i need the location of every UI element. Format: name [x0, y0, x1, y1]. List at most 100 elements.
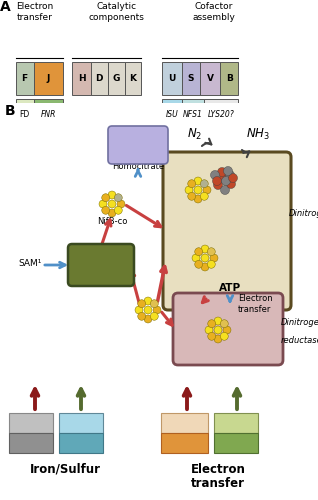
Text: Isu: Isu	[74, 418, 87, 428]
Circle shape	[200, 192, 208, 200]
Circle shape	[188, 192, 196, 200]
FancyBboxPatch shape	[34, 62, 63, 94]
Text: A: A	[0, 0, 11, 14]
Circle shape	[218, 168, 226, 176]
Circle shape	[201, 254, 209, 262]
FancyBboxPatch shape	[125, 62, 141, 94]
Circle shape	[203, 186, 211, 194]
Text: NifS: NifS	[22, 438, 40, 448]
Circle shape	[144, 315, 152, 323]
Circle shape	[194, 195, 202, 203]
Circle shape	[201, 245, 209, 253]
Circle shape	[207, 260, 215, 268]
Circle shape	[150, 300, 158, 308]
Text: SAM¹: SAM¹	[18, 260, 41, 268]
FancyBboxPatch shape	[162, 62, 182, 94]
FancyBboxPatch shape	[161, 433, 208, 453]
Circle shape	[207, 248, 215, 256]
FancyBboxPatch shape	[200, 62, 220, 94]
Text: FD: FD	[230, 418, 242, 428]
Circle shape	[185, 186, 193, 194]
Text: NifF: NifF	[176, 418, 193, 428]
Text: FNR: FNR	[41, 110, 56, 119]
Circle shape	[138, 312, 146, 320]
Text: NFS1: NFS1	[183, 110, 203, 119]
FancyBboxPatch shape	[59, 433, 103, 453]
FancyBboxPatch shape	[182, 62, 200, 94]
FancyBboxPatch shape	[161, 413, 208, 433]
Circle shape	[188, 180, 196, 188]
FancyBboxPatch shape	[16, 98, 34, 130]
FancyBboxPatch shape	[182, 98, 204, 130]
FancyBboxPatch shape	[72, 62, 91, 94]
Circle shape	[108, 200, 116, 208]
Circle shape	[214, 326, 222, 334]
Text: reductase: reductase	[281, 336, 318, 344]
FancyBboxPatch shape	[173, 293, 283, 365]
Circle shape	[213, 180, 223, 190]
Text: transfer: transfer	[191, 477, 245, 490]
Circle shape	[195, 248, 203, 256]
Text: FD: FD	[19, 110, 30, 119]
FancyBboxPatch shape	[108, 126, 168, 164]
Text: Cofactor
assembly: Cofactor assembly	[192, 2, 235, 22]
Circle shape	[108, 191, 116, 199]
Circle shape	[229, 174, 238, 182]
FancyBboxPatch shape	[204, 98, 238, 130]
FancyBboxPatch shape	[34, 98, 63, 130]
FancyBboxPatch shape	[91, 62, 108, 94]
FancyBboxPatch shape	[9, 433, 53, 453]
Circle shape	[153, 306, 161, 314]
Text: Electron: Electron	[190, 463, 245, 476]
Text: U: U	[168, 74, 176, 83]
Circle shape	[117, 200, 125, 208]
Circle shape	[222, 176, 231, 186]
Circle shape	[226, 180, 236, 188]
FancyBboxPatch shape	[163, 152, 291, 310]
Text: G: G	[113, 74, 120, 83]
Circle shape	[192, 254, 200, 262]
Circle shape	[108, 209, 116, 217]
Text: $N_2$: $N_2$	[187, 127, 203, 142]
Text: NifJ: NifJ	[177, 438, 192, 448]
Text: K: K	[129, 74, 136, 83]
Text: NifB-co: NifB-co	[97, 217, 127, 226]
FancyBboxPatch shape	[108, 62, 125, 94]
Text: LYS20?: LYS20?	[208, 110, 235, 119]
FancyBboxPatch shape	[68, 244, 134, 286]
Circle shape	[195, 260, 203, 268]
Text: S: S	[188, 74, 194, 83]
Text: D: D	[96, 74, 103, 83]
Circle shape	[194, 177, 202, 185]
Circle shape	[99, 200, 107, 208]
Circle shape	[219, 174, 229, 182]
Circle shape	[114, 194, 122, 202]
Text: Dinitrogenase: Dinitrogenase	[281, 318, 318, 328]
Text: V: V	[207, 74, 214, 83]
Circle shape	[220, 186, 230, 194]
Circle shape	[224, 166, 232, 175]
Circle shape	[214, 317, 222, 325]
Text: NifB: NifB	[86, 258, 116, 272]
Circle shape	[214, 335, 222, 343]
Text: B: B	[226, 74, 233, 83]
Circle shape	[194, 186, 202, 194]
Text: J: J	[47, 74, 50, 83]
Circle shape	[212, 176, 222, 186]
Text: Electron
transfer: Electron transfer	[238, 294, 273, 314]
Text: $NH_3$: $NH_3$	[246, 127, 270, 142]
Circle shape	[102, 194, 110, 202]
Text: Nfs1: Nfs1	[71, 438, 91, 448]
Circle shape	[114, 206, 122, 214]
Circle shape	[223, 326, 231, 334]
Circle shape	[210, 254, 218, 262]
Circle shape	[205, 326, 213, 334]
Circle shape	[144, 306, 152, 314]
Circle shape	[225, 170, 234, 179]
Circle shape	[200, 180, 208, 188]
Circle shape	[220, 332, 228, 340]
Text: ATP: ATP	[219, 283, 241, 293]
Text: H: H	[78, 74, 85, 83]
Circle shape	[135, 306, 143, 314]
Circle shape	[138, 300, 146, 308]
